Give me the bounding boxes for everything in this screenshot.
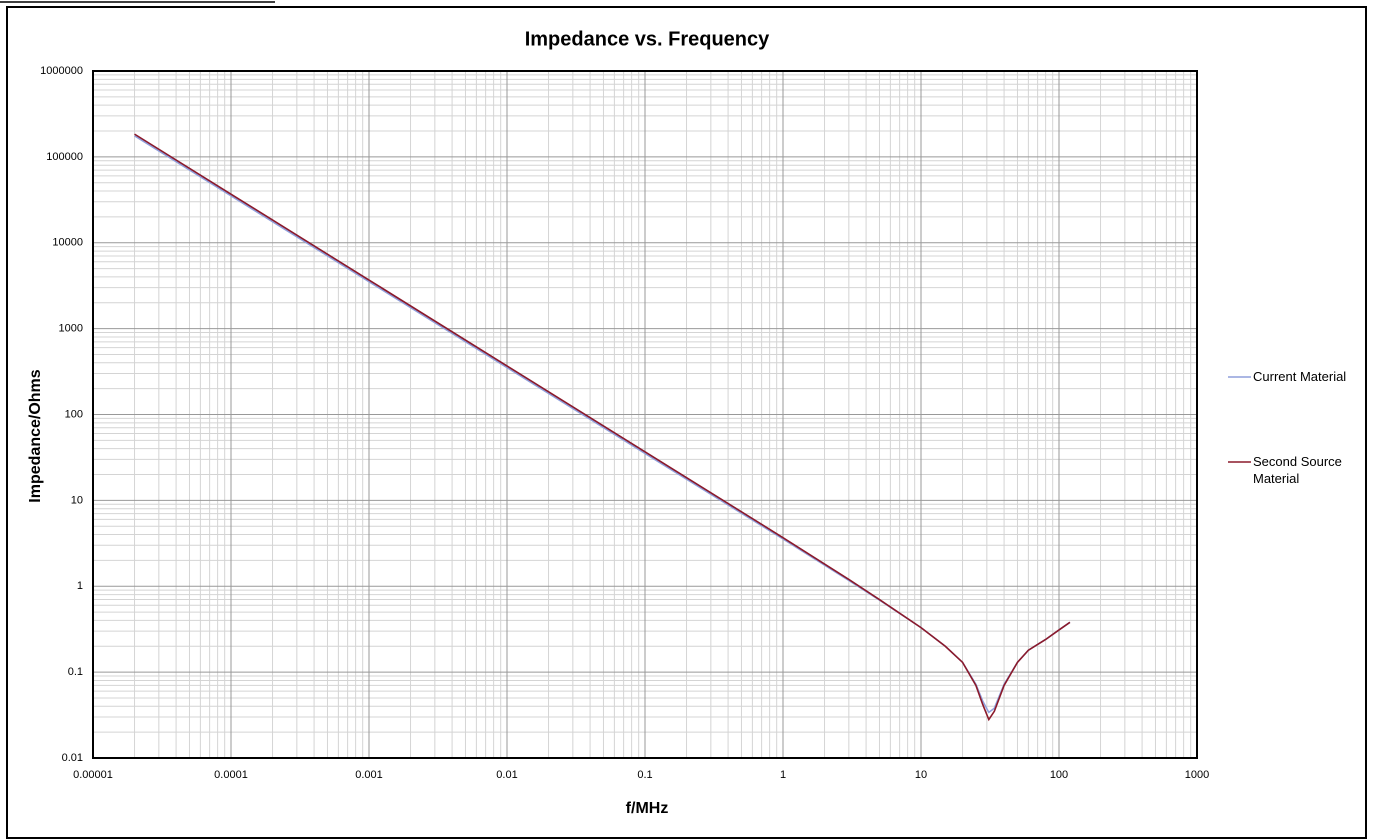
y-tick-label: 100000 [46,151,83,163]
x-tick-label: 0.01 [496,769,517,781]
x-tick-label: 10 [915,769,927,781]
x-tick-label: 1 [780,769,786,781]
x-tick-label: 0.0001 [214,769,248,781]
y-axis-label: Impedance/Ohms [27,369,44,502]
x-tick-label: 0.001 [355,769,383,781]
plot-border [92,70,1198,759]
chart-title: Impedance vs. Frequency [525,28,770,50]
y-tick-label: 1 [77,580,83,592]
y-tick-label: 0.01 [62,752,83,764]
x-tick-label: 100 [1050,769,1068,781]
x-tick-label: 1000 [1185,769,1209,781]
x-tick-label: 0.00001 [73,769,113,781]
x-axis-label: f/MHz [626,800,669,817]
y-tick-label: 100 [65,408,83,420]
legend-label: Current Material [1253,369,1347,384]
x-tick-label: 0.1 [637,769,652,781]
y-tick-label: 10 [71,494,83,506]
y-tick-label: 0.1 [68,666,83,678]
y-tick-label: 1000000 [40,65,83,77]
y-tick-label: 10000 [52,237,83,249]
series-line [134,133,1071,722]
legend-label: Second Source Material [1253,454,1342,486]
y-tick-label: 1000 [59,323,83,335]
